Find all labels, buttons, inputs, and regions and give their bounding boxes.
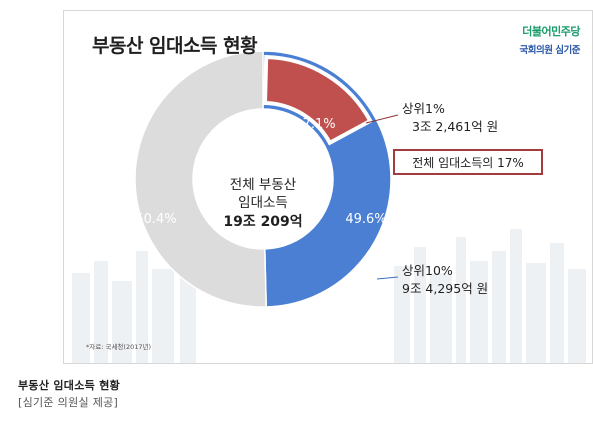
- pie-sub-slice: [262, 54, 373, 146]
- skyline-building: [94, 261, 108, 363]
- center-label-line-3: 19조 209억: [223, 214, 302, 230]
- brand-member-name: 국회의원 심기준: [519, 45, 581, 56]
- pie-slice-label: 50.4%: [135, 212, 176, 227]
- skyline-building: [510, 229, 522, 363]
- chart-canvas: 49.6% 50.4% 17.1% 전체 부동산 임대소득 19조 209억 상위1…: [72, 50, 586, 363]
- chart-title: 부동산 임대소득 현황: [92, 35, 258, 57]
- center-label-line-1: 전체 부동산: [230, 177, 296, 193]
- skyline-building: [394, 266, 410, 363]
- annotations: 상위1% 3조 2,461억 원 전체 임대소득의 17% 상위10% 9조 4…: [365, 101, 543, 296]
- skyline-building: [550, 243, 564, 363]
- top10-annotation-line-2: 9조 4,295억 원: [402, 281, 488, 296]
- skyline-building: [526, 263, 546, 363]
- donut-chart: 49.6% 50.4% 17.1%: [134, 50, 392, 308]
- skyline-building: [492, 251, 506, 363]
- brand-logo: 더불어민주당 국회의원 심기준: [520, 23, 581, 56]
- source-note: *자료: 국세청(2017년): [86, 343, 151, 351]
- top1-connector-line: [365, 114, 399, 124]
- center-label-line-2: 임대소득: [238, 195, 288, 211]
- top1-annotation-line-1: 상위1%: [402, 101, 445, 116]
- top1-share-box: [393, 149, 543, 175]
- image-caption-credit: [심기준 의원실 제공]: [18, 396, 119, 409]
- skyline-building: [136, 251, 148, 363]
- skyline-building: [568, 269, 586, 363]
- skyline-building: [152, 269, 174, 363]
- pie-slice: [134, 50, 267, 308]
- top10-annotation-line-1: 상위10%: [402, 263, 453, 278]
- image-caption-title: 부동산 임대소득 현황: [18, 379, 121, 392]
- top1-share-text: 전체 임대소득의 17%: [412, 156, 524, 170]
- skyline-building: [456, 237, 466, 363]
- brand-party-name: 더불어민주당: [522, 25, 580, 38]
- skyline-building: [430, 273, 452, 363]
- city-skyline-background: [72, 229, 586, 363]
- chart-card: 49.6% 50.4% 17.1% 전체 부동산 임대소득 19조 209억 상위1…: [63, 10, 593, 364]
- top1-annotation-line-2: 3조 2,461억 원: [412, 119, 498, 134]
- skyline-building: [72, 273, 90, 363]
- skyline-building: [414, 247, 426, 363]
- pie-slice-label: 49.6%: [345, 212, 386, 227]
- donut-center-label: 전체 부동산 임대소득 19조 209억: [223, 177, 302, 230]
- top10-connector-line: [376, 276, 399, 280]
- skyline-building: [470, 261, 488, 363]
- skyline-building: [112, 281, 132, 363]
- pie-sub-slice-label: 17.1%: [294, 117, 335, 132]
